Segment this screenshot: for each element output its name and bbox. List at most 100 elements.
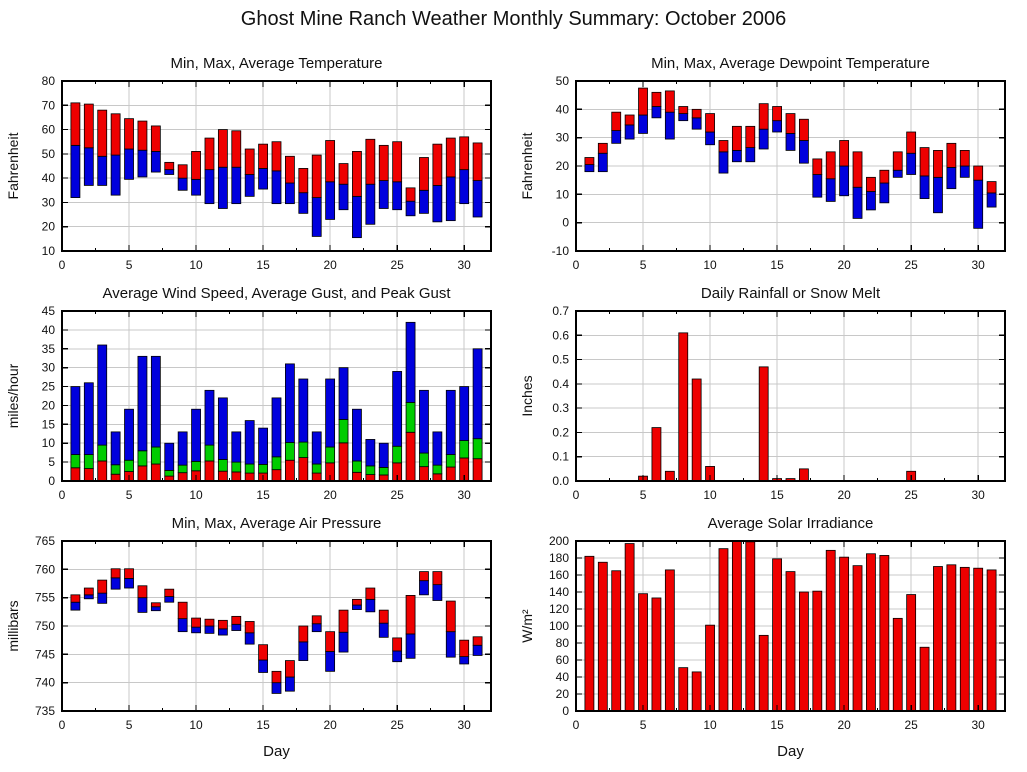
y-tick-label: 80	[42, 74, 56, 88]
value-bar	[758, 634, 769, 712]
stacked-bar-segment	[244, 472, 255, 482]
y-tick-label: 0.6	[552, 328, 569, 342]
range-bar-high	[325, 631, 336, 652]
range-bar-high	[459, 639, 470, 658]
y-tick-label: 760	[35, 562, 55, 576]
stacked-bar-segment	[204, 389, 215, 446]
range-bar-high	[338, 609, 349, 633]
y-tick-label: 35	[42, 342, 56, 356]
stacked-bar-segment	[97, 460, 108, 482]
range-bar-low	[191, 626, 201, 634]
range-bar-low	[392, 650, 403, 663]
y-tick-label: 160	[549, 568, 569, 582]
stacked-bar-segment	[325, 446, 336, 464]
range-bar-low	[217, 166, 228, 209]
y-tick-label: 30	[42, 195, 56, 209]
stacked-bar-segment	[191, 460, 201, 472]
y-tick-label: 745	[35, 647, 55, 661]
range-bar-low	[892, 169, 903, 178]
value-bar	[866, 553, 876, 712]
stacked-bar-segment	[164, 442, 175, 471]
range-bar-low	[392, 181, 403, 211]
stacked-bar-segment	[83, 454, 94, 469]
range-bar-low	[325, 651, 336, 672]
range-bar-high	[718, 140, 729, 153]
range-bar-low	[217, 628, 228, 636]
range-bar-low	[785, 133, 796, 151]
y-tick-label: 80	[556, 636, 570, 650]
range-bar-high	[70, 102, 81, 146]
range-bar-high	[933, 150, 943, 178]
range-bar-low	[718, 151, 729, 174]
range-bar-high	[959, 150, 970, 167]
range-bar-low	[70, 601, 81, 611]
stacked-bar-segment	[378, 442, 389, 468]
value-bar	[879, 555, 890, 712]
stacked-bar-segment	[217, 470, 228, 482]
y-tick-label: 20	[42, 220, 56, 234]
stacked-bar-segment	[352, 460, 362, 473]
stacked-bar-segment	[177, 464, 188, 474]
range-bar-high	[946, 142, 957, 168]
stacked-bar-segment	[298, 457, 309, 482]
range-bar-low	[959, 165, 970, 178]
stacked-bar-segment	[419, 389, 429, 454]
pressure-chart-canvas: 735 740 745 750 755 760 765 0 5 10 15 20 25 30 Min, Ma…	[5, 515, 492, 760]
x-tick-label: 15	[770, 718, 784, 732]
stacked-bar-segment	[204, 444, 215, 462]
range-bar-low	[933, 176, 943, 214]
range-bar-low	[852, 186, 863, 219]
pressure-axes	[61, 540, 492, 712]
value-bar	[758, 366, 769, 482]
range-bar-high	[472, 142, 483, 181]
range-bar-high	[271, 141, 282, 172]
range-bar-high	[405, 595, 416, 635]
x-tick-label: 20	[323, 488, 337, 502]
value-bar	[772, 558, 782, 712]
range-bar-low	[365, 183, 376, 225]
value-bar	[919, 646, 930, 712]
x-tick-label: 10	[703, 718, 717, 732]
stacked-bar-segment	[432, 473, 443, 482]
value-bar	[624, 543, 635, 712]
page-title: Ghost Mine Ranch Weather Monthly Summary…	[240, 8, 787, 30]
stacked-bar-segment	[285, 363, 295, 443]
range-bar-low	[839, 165, 850, 197]
wind-bars	[70, 321, 483, 482]
stacked-bar-segment	[419, 466, 429, 482]
range-bar-low	[445, 631, 456, 658]
range-bar-low	[70, 144, 81, 198]
range-bar-low	[231, 166, 242, 205]
y-tick-label: 20	[42, 398, 56, 412]
stacked-bar-segment	[83, 382, 94, 455]
range-bar-high	[624, 114, 635, 126]
range-bar-high	[311, 154, 322, 198]
stacked-bar-segment	[83, 468, 94, 482]
range-bar-high	[124, 118, 134, 150]
x-tick-label: 25	[904, 488, 918, 502]
value-bar	[825, 549, 836, 712]
stacked-bar-segment	[311, 431, 322, 465]
range-bar-low	[311, 197, 322, 237]
stacked-bar-segment	[137, 355, 148, 452]
range-bar-low	[311, 623, 322, 633]
stacked-bar-segment	[150, 355, 161, 448]
range-bar-low	[919, 175, 930, 199]
range-bar-high	[70, 594, 81, 603]
range-bar-low	[137, 597, 148, 613]
stacked-bar-segment	[365, 439, 376, 467]
y-tick-label: 0.0	[552, 474, 569, 488]
temperature-axes	[61, 80, 492, 252]
range-bar-high	[244, 621, 255, 634]
range-bar-high	[597, 142, 608, 154]
range-bar-high	[866, 176, 876, 192]
range-bar-high	[191, 151, 201, 180]
range-bar-high	[352, 151, 362, 197]
stacked-bar-segment	[472, 458, 483, 482]
stacked-bar-segment	[298, 378, 309, 443]
value-bar	[799, 591, 809, 712]
range-bar-low	[378, 180, 389, 209]
y-tick-label: 0.5	[552, 353, 569, 367]
range-bar-high	[97, 579, 108, 594]
